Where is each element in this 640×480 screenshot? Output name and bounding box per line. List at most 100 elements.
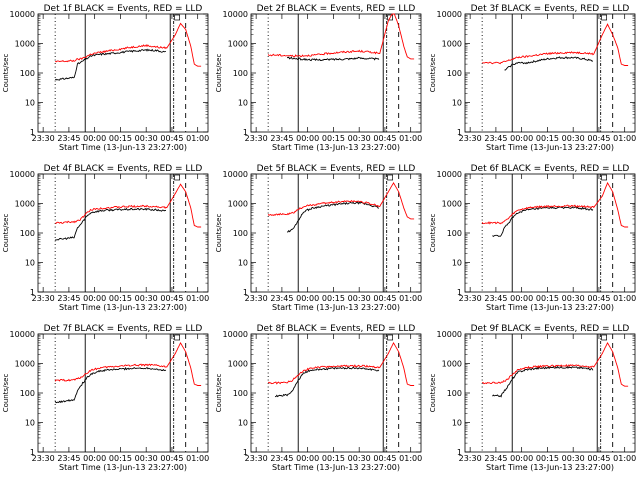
plot-frame [464,333,636,453]
x-axis-label: Start Time (13-Jun-13 23:27:00) [272,143,400,152]
x-tick-label: 00:45 [587,134,610,143]
y-axis-label: Counts/sec [215,214,223,253]
x-tick-label: 00:00 [296,294,319,303]
y-tick-label: 100 [447,229,462,238]
panel-title: Det 6f BLACK = Events, RED = LLD [471,164,630,174]
x-tick-label: 01:00 [399,454,422,463]
x-tick-label: 23:45 [484,134,507,143]
x-tick-label: 00:15 [536,134,559,143]
flag-marker [174,174,181,181]
panel-det-2f: Det 2f BLACK = Events, RED = LLD Counts/s… [215,4,422,152]
x-tick-label: 00:45 [160,294,183,303]
x-tick-label: 23:30 [32,454,55,463]
y-tick-label: 100 [233,229,248,238]
x-tick-label: 01:00 [613,294,636,303]
x-tick-label: 00:45 [587,454,610,463]
x-tick-label: 23:45 [270,294,293,303]
x-tick-label: 00:45 [160,134,183,143]
series-lld-line [482,23,629,66]
panel-det-3f: Det 3f BLACK = Events, RED = LLD Counts/s… [429,4,636,152]
x-axis-label: Start Time (13-Jun-13 23:27:00) [486,143,614,152]
y-tick-label: 1000 [228,360,248,369]
x-tick-label: 00:00 [83,294,106,303]
y-tick-label: 10000 [10,10,35,19]
x-tick-label: 23:45 [270,454,293,463]
panel-title: Det 2f BLACK = Events, RED = LLD [257,4,416,14]
y-axis-label: Counts/sec [2,214,10,253]
series-events-line [54,366,167,404]
x-tick-label: 23:30 [459,134,482,143]
x-tick-label: 23:30 [245,294,268,303]
x-tick-label: 01:00 [186,454,209,463]
y-tick-label: 1000 [442,40,462,49]
panel-title: Det 7f BLACK = Events, RED = LLD [44,324,203,334]
x-tick-label: 00:30 [348,454,371,463]
y-axis-label: Counts/sec [429,54,437,93]
y-tick-label: 10 [452,419,462,428]
x-tick-label: 23:45 [484,294,507,303]
x-tick-label: 01:00 [399,294,422,303]
flag-marker [387,14,394,21]
series-lld-line [54,22,202,67]
x-tick-label: 00:30 [348,294,371,303]
panel-title: Det 8f BLACK = Events, RED = LLD [257,324,416,334]
y-tick-label: 10 [25,259,35,268]
y-tick-label: 10 [238,99,248,108]
y-tick-label: 1 [457,288,462,297]
x-tick-label: 23:45 [270,134,293,143]
panel-title: Det 1f BLACK = Events, RED = LLD [44,4,203,14]
panel-title: Det 3f BLACK = Events, RED = LLD [471,4,630,14]
x-tick-label: 00:15 [109,294,132,303]
plot-frame [250,173,422,293]
y-tick-label: 10000 [437,170,462,179]
plot-frame [250,333,422,453]
plot-frame [37,333,209,453]
x-tick-label: 00:15 [536,454,559,463]
flag-marker [601,174,608,181]
y-tick-label: 1 [457,128,462,137]
y-tick-label: 1000 [442,200,462,209]
y-tick-label: 10 [25,419,35,428]
series-events-line [287,201,379,233]
x-tick-label: 00:00 [83,134,106,143]
y-tick-label: 1000 [15,200,35,209]
x-tick-label: 00:15 [322,134,345,143]
x-tick-label: 00:15 [109,454,132,463]
series-events-line [54,207,167,241]
panel-det-1f: Det 1f BLACK = Events, RED = LLD Counts/s… [2,4,209,152]
y-tick-label: 1000 [15,40,35,49]
y-tick-label: 1 [30,448,35,457]
x-tick-label: 00:30 [135,454,158,463]
panel-det-5f: Det 5f BLACK = Events, RED = LLD Counts/s… [215,164,422,312]
plot-frame [37,173,209,293]
x-axis-label: Start Time (13-Jun-13 23:27:00) [486,463,614,472]
y-axis-label: Counts/sec [215,54,223,93]
x-tick-label: 01:00 [613,454,636,463]
flag-marker [387,334,394,341]
x-tick-label: 00:15 [322,454,345,463]
series-events-line [492,365,594,398]
x-tick-label: 00:45 [373,134,396,143]
x-tick-label: 00:00 [296,454,319,463]
panel-title: Det 4f BLACK = Events, RED = LLD [44,164,203,174]
y-tick-label: 1 [30,128,35,137]
panel-title: Det 5f BLACK = Events, RED = LLD [257,164,416,174]
y-tick-label: 10 [238,419,248,428]
x-axis-label: Start Time (13-Jun-13 23:27:00) [59,463,187,472]
x-tick-label: 00:30 [562,294,585,303]
x-axis-label: Start Time (13-Jun-13 23:27:00) [486,303,614,312]
x-tick-label: 00:00 [296,134,319,143]
series-lld-line [481,181,629,228]
flag-marker [174,14,181,21]
y-tick-label: 10000 [10,170,35,179]
x-axis-label: Start Time (13-Jun-13 23:27:00) [272,303,400,312]
y-tick-label: 100 [20,389,35,398]
panel-det-9f: Det 9f BLACK = Events, RED = LLD Counts/s… [429,324,636,472]
y-tick-label: 10 [452,259,462,268]
y-tick-label: 10000 [437,330,462,339]
x-tick-label: 23:30 [32,134,55,143]
series-events-line [492,206,594,237]
x-tick-label: 00:30 [135,294,158,303]
flag-marker [601,14,608,21]
x-tick-label: 01:00 [186,294,209,303]
